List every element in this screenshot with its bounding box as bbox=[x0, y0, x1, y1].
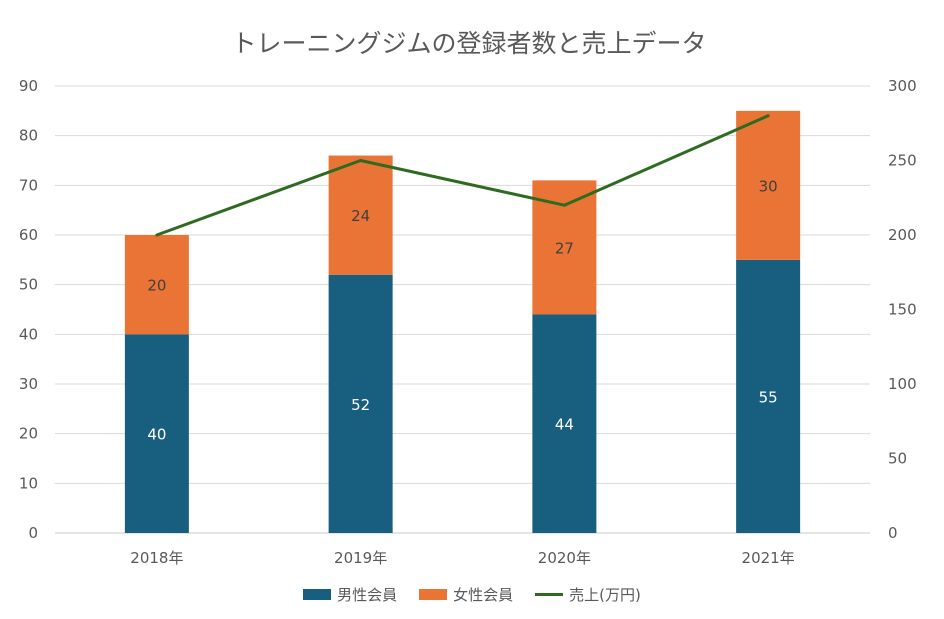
legend-item-male: 男性会員 bbox=[303, 584, 397, 605]
right-tick-label: 50 bbox=[888, 450, 907, 468]
bar-female bbox=[124, 235, 189, 335]
data-label-male: 40 bbox=[147, 426, 166, 444]
bar-female bbox=[328, 155, 393, 275]
legend-swatch-sales bbox=[535, 593, 564, 596]
left-tick-label: 60 bbox=[19, 226, 38, 244]
data-label-male: 55 bbox=[759, 388, 778, 406]
left-tick-label: 0 bbox=[28, 524, 38, 542]
legend-item-sales: 売上(万円) bbox=[535, 584, 641, 605]
right-tick-label: 200 bbox=[888, 226, 917, 244]
legend: 男性会員 女性会員 売上(万円) bbox=[0, 584, 944, 605]
chart-title: トレーニングジムの登録者数と売上データ bbox=[231, 29, 706, 58]
legend-item-female: 女性会員 bbox=[419, 584, 513, 605]
data-label-female: 30 bbox=[759, 177, 778, 195]
left-tick-label: 40 bbox=[19, 325, 38, 343]
gridlines bbox=[55, 85, 870, 534]
category-label: 2020年 bbox=[538, 549, 591, 567]
data-label-female: 24 bbox=[351, 207, 370, 225]
right-tick-label: 300 bbox=[888, 77, 917, 95]
data-label-female: 27 bbox=[555, 239, 574, 257]
sales-line bbox=[156, 114, 769, 237]
bar-male bbox=[124, 334, 189, 533]
right-tick-label: 100 bbox=[888, 375, 917, 393]
bar-male bbox=[328, 274, 393, 533]
bar-female bbox=[532, 180, 597, 315]
sales-point bbox=[766, 114, 770, 118]
right-tick-label: 250 bbox=[888, 152, 917, 170]
bar-series bbox=[124, 110, 801, 533]
right-tick-label: 150 bbox=[888, 301, 917, 319]
right-tick-label: 0 bbox=[888, 524, 898, 542]
category-label: 2018年 bbox=[130, 549, 183, 567]
data-label-female: 20 bbox=[147, 277, 166, 295]
category-label: 2019年 bbox=[334, 549, 387, 567]
sales-point bbox=[562, 203, 566, 207]
left-tick-label: 20 bbox=[19, 425, 38, 443]
bar-male bbox=[532, 314, 597, 533]
left-tick-label: 50 bbox=[19, 276, 38, 294]
bar-male bbox=[736, 259, 801, 533]
data-label-male: 44 bbox=[555, 416, 574, 434]
data-labels: 40 20 52 24 44 27 55 30 bbox=[147, 177, 777, 443]
bar-female bbox=[736, 110, 801, 260]
left-tick-label: 10 bbox=[19, 474, 38, 492]
legend-swatch-male bbox=[303, 589, 332, 600]
left-tick-label: 80 bbox=[19, 127, 38, 145]
sales-point bbox=[155, 233, 159, 237]
left-axis: 0 10 20 30 40 50 60 70 80 90 bbox=[19, 77, 38, 542]
left-tick-label: 90 bbox=[19, 77, 38, 95]
legend-label-male: 男性会員 bbox=[337, 586, 398, 604]
category-axis: 2018年 2019年 2020年 2021年 bbox=[130, 549, 794, 567]
left-tick-label: 30 bbox=[19, 375, 38, 393]
line-series bbox=[155, 114, 770, 237]
left-tick-label: 70 bbox=[19, 176, 38, 194]
legend-label-female: 女性会員 bbox=[453, 586, 514, 604]
right-axis: 0 50 100 150 200 250 300 bbox=[888, 77, 917, 542]
sales-point bbox=[359, 159, 363, 162]
legend-label-sales: 売上(万円) bbox=[569, 586, 641, 604]
category-label: 2021年 bbox=[742, 549, 795, 567]
legend-swatch-female bbox=[419, 589, 448, 600]
data-label-male: 52 bbox=[351, 396, 370, 414]
